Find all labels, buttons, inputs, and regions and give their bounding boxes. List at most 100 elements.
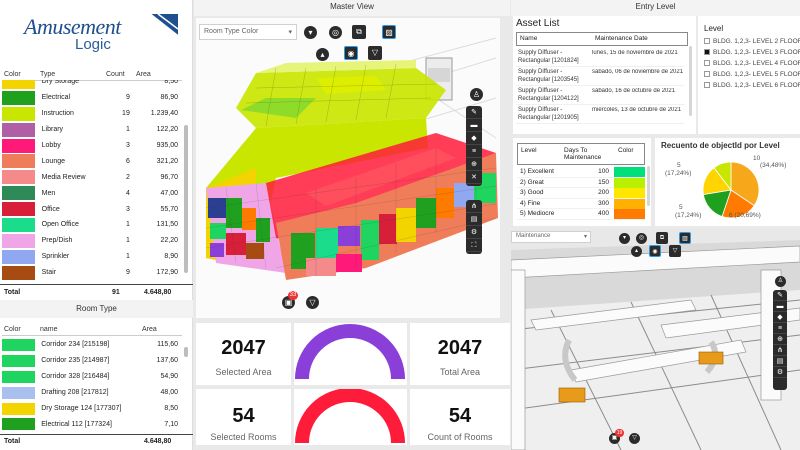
level-checkbox-item[interactable]: BLDG. 1,2,3- LEVEL 5 FLOOR bbox=[704, 71, 800, 82]
maintenance-dropdown[interactable]: Maintenance ▾ bbox=[511, 231, 591, 243]
bottom-filter-icon[interactable]: ▽ bbox=[306, 296, 319, 309]
asset-header-name[interactable]: Name bbox=[520, 35, 538, 42]
pen-icon[interactable]: ✎ bbox=[773, 290, 787, 301]
model-tree-icon[interactable]: ⊕ bbox=[773, 334, 787, 345]
orbit-icon[interactable]: ◎ bbox=[329, 26, 342, 39]
room-type-color-dropdown[interactable]: Room Type Color ▾ bbox=[199, 24, 297, 40]
checkbox[interactable] bbox=[704, 49, 710, 56]
pie-slice-4[interactable] bbox=[713, 161, 732, 192]
model-tree-icon[interactable]: ⊕ bbox=[466, 158, 482, 171]
table-row[interactable]: 4) Fine 300 bbox=[517, 198, 645, 209]
bottom-filter-icon[interactable]: ▽ bbox=[629, 433, 640, 444]
col-header-color[interactable]: Color bbox=[4, 71, 21, 78]
interior-model[interactable] bbox=[511, 230, 800, 450]
table-row[interactable]: Corridor 328 [216484] 54,90 bbox=[0, 369, 182, 385]
checkbox[interactable] bbox=[704, 38, 710, 45]
settings-icon[interactable]: ⚙ bbox=[773, 367, 787, 378]
hatch-icon[interactable]: ▨ bbox=[679, 232, 691, 244]
home-icon[interactable]: ▾ bbox=[304, 26, 317, 39]
condition-scrollbar[interactable] bbox=[647, 166, 650, 206]
hierarchy-icon[interactable]: ⋔ bbox=[773, 345, 787, 356]
filter-icon[interactable]: ▽ bbox=[669, 245, 681, 257]
level-checkbox-item[interactable]: BLDG. 1,2,3- LEVEL 6 FLOOR bbox=[704, 82, 800, 93]
level-checkbox-item[interactable]: BLDG. 1,2,3- LEVEL 4 FLOOR bbox=[704, 60, 800, 71]
right-toolbar-a[interactable]: ✎ ▬ ◆ ≡ ⊕ ✕ bbox=[466, 106, 482, 186]
cube-icon[interactable]: ◆ bbox=[466, 132, 482, 145]
room-table-scrollbar[interactable] bbox=[184, 347, 188, 357]
properties-icon[interactable]: ▤ bbox=[466, 213, 482, 226]
level-checkbox-item[interactable]: BLDG. 1,2,3- LEVEL 2 FLOOR bbox=[704, 38, 800, 49]
list-item[interactable]: Supply Diffuser - Rectangular [1201905] m… bbox=[516, 105, 684, 124]
table-row[interactable]: Stair 9 172,90 bbox=[0, 265, 182, 280]
person-icon[interactable]: ♙ bbox=[775, 276, 786, 287]
table-row[interactable]: Prep/Dish 1 22,20 bbox=[0, 233, 182, 249]
folder-icon[interactable]: ▬ bbox=[773, 301, 787, 312]
focus-icon[interactable]: ◉ bbox=[344, 46, 358, 60]
col-header-count[interactable]: Count bbox=[106, 71, 125, 78]
cart-icon[interactable]: ▣ bbox=[609, 433, 620, 444]
table-row[interactable]: Sprinkler 1 8,90 bbox=[0, 249, 182, 265]
section-box-icon[interactable]: ⧉ bbox=[352, 25, 366, 39]
explode-icon[interactable]: ▴ bbox=[631, 246, 642, 257]
checkbox[interactable] bbox=[704, 82, 710, 89]
cond-header-days[interactable]: Days To Maintenance bbox=[564, 147, 602, 161]
focus-icon[interactable]: ◉ bbox=[649, 245, 661, 257]
list-item[interactable]: Supply Diffuser - Rectangular [1204122] s… bbox=[516, 86, 684, 105]
building-model[interactable] bbox=[196, 18, 500, 318]
room-col-header-color[interactable]: Color bbox=[4, 326, 21, 333]
list-item[interactable]: Supply Diffuser - Rectangular [1201824] l… bbox=[516, 48, 684, 67]
table-row[interactable]: 1) Excellent 100 bbox=[517, 167, 645, 178]
cube-icon[interactable]: ◆ bbox=[773, 312, 787, 323]
right-toolbar[interactable]: ✎ ▬ ◆ ≡ ⊕ ⋔ ▤ ⚙ bbox=[773, 290, 787, 390]
table-row[interactable]: Corridor 234 [215198] 115,60 bbox=[0, 337, 182, 353]
person-icon[interactable]: ♙ bbox=[470, 88, 483, 101]
table-row[interactable]: Dry Storage 8,50 bbox=[0, 80, 182, 90]
room-col-header-name[interactable]: name bbox=[40, 326, 58, 333]
cond-header-level[interactable]: Level bbox=[521, 147, 537, 154]
table-row[interactable]: Library 1 122,20 bbox=[0, 122, 182, 138]
table-row[interactable]: Drafting 208 [217812] 48,00 bbox=[0, 385, 182, 401]
folder-icon[interactable]: ▬ bbox=[466, 119, 482, 132]
home-icon[interactable]: ▾ bbox=[619, 233, 630, 244]
cond-header-color[interactable]: Color bbox=[618, 147, 634, 154]
list-item[interactable]: Supply Diffuser - Rectangular [1203545] s… bbox=[516, 67, 684, 86]
table-row[interactable]: Office 3 55,70 bbox=[0, 201, 182, 217]
close-icon[interactable]: ✕ bbox=[466, 171, 482, 184]
table-row[interactable]: Lounge 6 321,20 bbox=[0, 153, 182, 169]
hatch-icon[interactable]: ▨ bbox=[382, 25, 396, 39]
checkbox[interactable] bbox=[704, 71, 710, 78]
section-box-icon[interactable]: ⧉ bbox=[656, 232, 668, 244]
table-row[interactable]: Open Office 1 131,50 bbox=[0, 217, 182, 233]
pen-icon[interactable]: ✎ bbox=[466, 106, 482, 119]
table-row[interactable]: Instruction 19 1.239,40 bbox=[0, 106, 182, 122]
table-row[interactable]: 5) Mediocre 400 bbox=[517, 209, 645, 220]
table-row[interactable]: Dry Storage 124 [177307] 8,50 bbox=[0, 401, 182, 417]
table-row[interactable]: Corridor 235 [214987] 137,60 bbox=[0, 353, 182, 369]
master-3d-viewer[interactable]: Room Type Color ▾ ▾ ◎ ⧉ ▨ ▴ ◉ ▽ ♙ ✎ ▬ ◆ … bbox=[196, 18, 500, 318]
table-row[interactable]: Men 4 47,00 bbox=[0, 185, 182, 201]
table-row[interactable]: Electrical 112 [177324] 7,10 bbox=[0, 416, 182, 432]
filter-icon[interactable]: ▽ bbox=[368, 46, 382, 60]
explode-icon[interactable]: ▴ bbox=[316, 48, 329, 61]
layers-icon[interactable]: ≡ bbox=[466, 145, 482, 158]
table-row[interactable]: Electrical 9 86,90 bbox=[0, 90, 182, 106]
orbit-icon[interactable]: ◎ bbox=[636, 233, 647, 244]
col-header-type[interactable]: Type bbox=[40, 71, 56, 78]
table-row[interactable]: 2) Great 150 bbox=[517, 177, 645, 188]
hierarchy-icon[interactable]: ⋔ bbox=[466, 200, 482, 213]
checkbox[interactable] bbox=[704, 60, 710, 67]
table-row[interactable]: 3) Good 200 bbox=[517, 188, 645, 199]
layers-icon[interactable]: ≡ bbox=[773, 323, 787, 334]
right-toolbar-b[interactable]: ⋔ ▤ ⚙ ⛶ bbox=[466, 200, 482, 254]
asset-header-date[interactable]: Maintenance Date bbox=[595, 35, 648, 42]
properties-icon[interactable]: ▤ bbox=[773, 356, 787, 367]
table-row[interactable]: Lobby 3 935,00 bbox=[0, 138, 182, 154]
pie-chart[interactable] bbox=[655, 138, 800, 226]
settings-icon[interactable]: ⚙ bbox=[466, 226, 482, 239]
type-table-scrollbar[interactable] bbox=[184, 125, 188, 273]
level-checkbox-item[interactable]: BLDG. 1,2,3- LEVEL 3 FLOOR bbox=[704, 49, 800, 60]
table-row[interactable]: Media Review 2 96,70 bbox=[0, 169, 182, 185]
maintenance-3d-viewer[interactable]: Maintenance ▾ ▾ ◎ ⧉ ▨ ▴ ◉ ▽ ♙ ✎ ▬ ◆ ≡ ⊕ … bbox=[511, 230, 800, 450]
asset-list-scrollbar[interactable] bbox=[689, 46, 692, 116]
pie-slice-0[interactable] bbox=[730, 161, 760, 207]
